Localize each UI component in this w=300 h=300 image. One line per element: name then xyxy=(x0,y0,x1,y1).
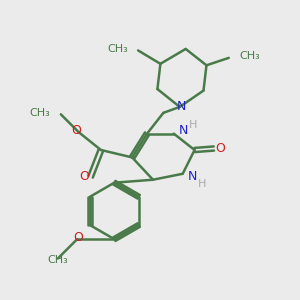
Text: CH₃: CH₃ xyxy=(107,44,128,54)
Text: H: H xyxy=(189,120,198,130)
Text: O: O xyxy=(215,142,225,155)
Text: CH₃: CH₃ xyxy=(30,108,50,118)
Text: O: O xyxy=(79,170,89,183)
Text: N: N xyxy=(188,170,197,183)
Text: N: N xyxy=(176,100,186,112)
Text: CH₃: CH₃ xyxy=(239,51,260,62)
Text: H: H xyxy=(198,179,206,189)
Text: O: O xyxy=(71,124,81,137)
Text: CH₃: CH₃ xyxy=(47,255,68,265)
Text: O: O xyxy=(74,231,84,244)
Text: N: N xyxy=(179,124,188,136)
